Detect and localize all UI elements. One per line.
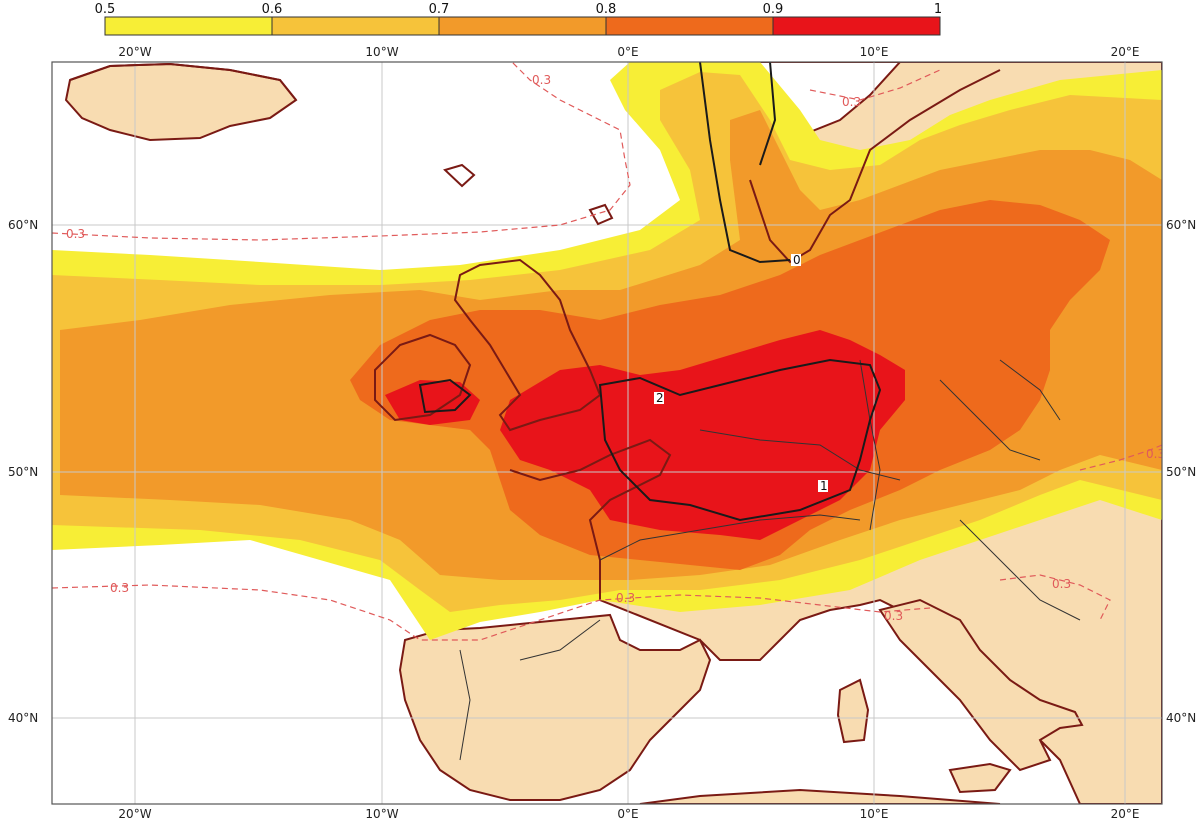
solid-contours [418,62,882,522]
lon-label: 20°E [1111,45,1140,59]
lon-label: 20°W [118,807,151,820]
iceland-outline [69,62,297,101]
contour-label: 0.3 [1146,447,1165,461]
contour-label: 0.3 [616,591,635,605]
lon-label: 10°W [365,45,398,59]
lon-label: 20°W [118,45,151,59]
legend-swatch [104,16,273,36]
sardinia-landmass [836,678,870,744]
bottom-axis-labels: 20°W 10°W 0°E 10°E 20°E [118,807,1139,820]
legend-tick-label: 1 [934,2,942,17]
probability-fields [52,62,1162,640]
legend-tick-label: 0.9 [763,2,784,17]
faroe-islands [443,163,476,188]
lon-label: 0°E [617,807,638,820]
lon-label: 0°E [617,45,638,59]
lat-label: 40°N [1166,711,1196,725]
ireland-coast [374,333,472,422]
shetland-islands [588,203,614,226]
italy-landmass [878,598,1084,772]
legend-tick-label: 0.5 [95,2,116,17]
left-axis-labels: 60°N 50°N 40°N [8,218,38,725]
legend-swatch [772,16,941,36]
contour-label: 0.3 [842,95,861,109]
legend-tick-label: 0.6 [262,2,283,17]
dashed-contours [52,62,1162,641]
france-coast [509,438,672,600]
lon-label: 20°E [1111,807,1140,820]
contour-label: 0 [793,253,801,267]
contour-label: 0.3 [66,227,85,241]
solid-contour-labels: 0 2 1 [654,253,828,493]
iberia-landmass [398,613,712,801]
norway-coast [749,69,1001,264]
coastlines [69,62,1001,600]
lat-label: 60°N [8,218,38,232]
contour-label: 2 [656,391,664,405]
prob-band-0.9 [385,330,905,540]
country-borders [459,359,1081,761]
dashed-contour-labels: 0.3 0.3 0.3 0.3 0.3 0.3 0.3 0.3 [66,73,1165,623]
africa-landmass [639,788,1001,804]
legend-tick-label: 0.8 [596,2,617,17]
lon-label: 10°E [860,45,889,59]
legend-swatch [605,16,774,36]
sicily-landmass [948,762,1012,794]
lat-label: 60°N [1166,218,1196,232]
contour-label: 0.3 [884,609,903,623]
lat-label: 50°N [8,465,38,479]
graticule [52,62,1162,804]
contour-label: 0.3 [110,581,129,595]
lon-label: 10°E [860,807,889,820]
contour-label: 0.3 [1052,577,1071,591]
right-axis-labels: 60°N 50°N 40°N [1166,218,1196,725]
legend-swatch [438,16,607,36]
map-frame [51,61,1163,805]
legend-tick-label: 0.7 [429,2,450,17]
british-isles-coast [453,258,602,432]
contour-label: 0.3 [532,73,551,87]
lon-label: 10°W [365,807,398,820]
top-axis-labels: 20°W 10°W 0°E 10°E 20°E [118,45,1139,59]
legend-swatch [271,16,440,36]
color-legend: 0.5 0.6 0.7 0.8 0.9 1 [95,2,942,36]
lat-label: 40°N [8,711,38,725]
contour-label: 1 [820,479,828,493]
lat-label: 50°N [1166,465,1196,479]
